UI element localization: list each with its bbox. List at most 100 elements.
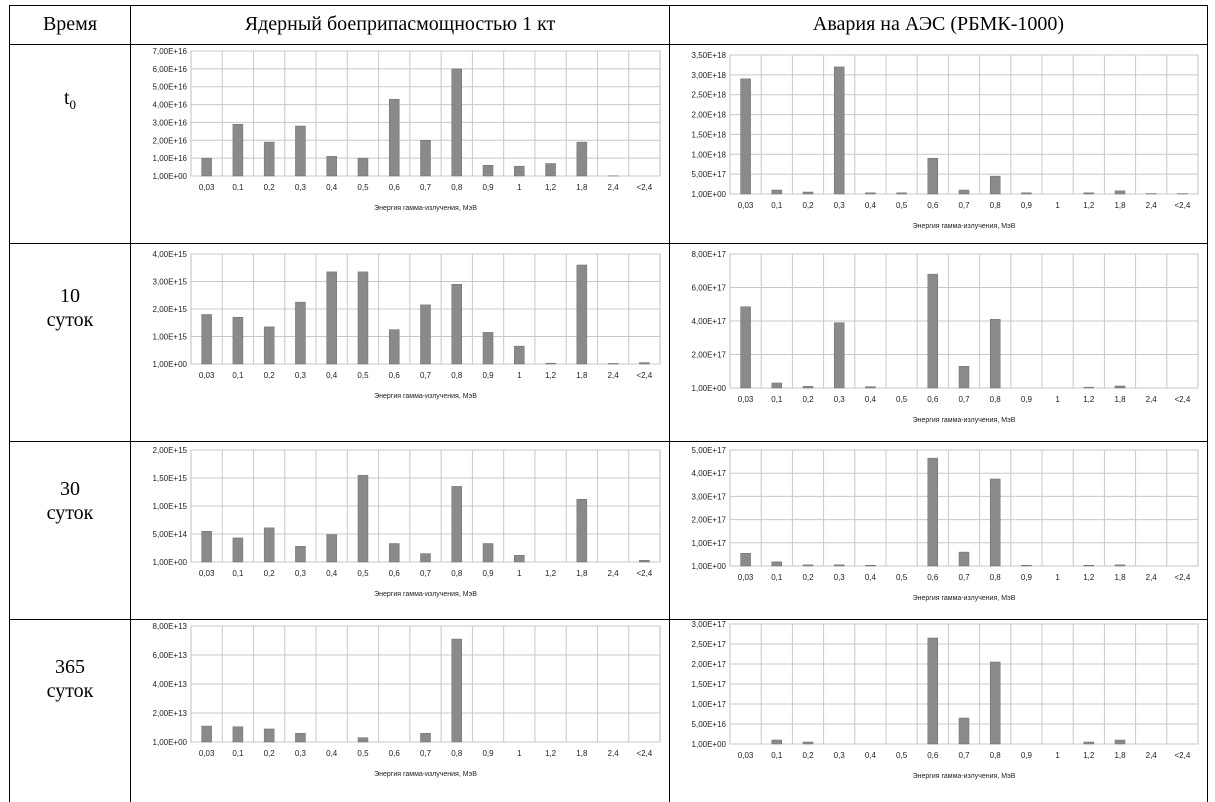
x-axis-title: Энергия гамма-излучения, МэВ (913, 595, 1016, 602)
y-tick-label: 6,00E+16 (153, 65, 188, 74)
x-tick-label: 0,1 (232, 749, 244, 758)
chart-weapon-365-days: 1,00E+00 2,00E+13 4,00E+13 6,00E+13 8,00E+13… (153, 622, 661, 778)
bar (263, 326, 275, 365)
x-tick-label: 0,4 (865, 751, 877, 760)
bar (1083, 192, 1095, 195)
x-tick-label: <2,4 (1175, 573, 1191, 582)
bar (326, 534, 337, 563)
bar (639, 560, 650, 563)
x-tick-label: 1,8 (576, 569, 588, 578)
row-label-t0: t0 (10, 86, 130, 117)
plot-area (729, 449, 1199, 567)
y-tick-label: 8,00E+17 (692, 250, 727, 259)
x-axis-title: Энергия гамма-излучения, МэВ (913, 773, 1016, 780)
bar (927, 457, 939, 567)
y-tick-label: 3,00E+17 (692, 492, 727, 501)
bar (263, 141, 275, 177)
x-tick-label: 2,4 (608, 183, 620, 192)
bar (514, 165, 525, 177)
x-tick-label: 0,2 (802, 395, 814, 404)
x-axis-title: Энергия гамма-излучения, МэВ (374, 393, 477, 400)
x-tick-label: 0,7 (420, 183, 432, 192)
x-tick-label: 0,1 (771, 751, 783, 760)
x-tick-label: 0,03 (199, 749, 215, 758)
x-tick-label: 0,4 (326, 183, 338, 192)
x-tick-label: 0,9 (1021, 201, 1033, 210)
bar (545, 362, 556, 365)
bar (865, 565, 876, 567)
y-tick-label: 4,00E+17 (692, 317, 727, 326)
bar (865, 192, 876, 195)
x-tick-label: 0,5 (357, 371, 369, 380)
bar (896, 192, 907, 195)
x-tick-label: 0,3 (834, 751, 846, 760)
x-tick-label: 0,03 (738, 201, 754, 210)
y-tick-label: 2,00E+17 (692, 660, 727, 669)
bar (201, 157, 212, 177)
x-tick-label: 0,4 (865, 201, 877, 210)
y-tick-label: 1,00E+17 (692, 539, 727, 548)
row-label-365-days: 365 суток (10, 655, 130, 703)
x-tick-label: 0,4 (326, 569, 338, 578)
x-tick-label: 1,2 (545, 749, 557, 758)
x-tick-label: <2,4 (1175, 751, 1191, 760)
bar (740, 552, 751, 567)
x-tick-label: 0,03 (738, 573, 754, 582)
bar (263, 728, 275, 743)
x-tick-label: 0,6 (389, 749, 401, 758)
x-tick-label: 0,9 (482, 183, 494, 192)
y-tick-label: 1,00E+00 (153, 360, 188, 369)
bar (1114, 385, 1126, 389)
y-tick-label: 8,00E+13 (153, 622, 188, 631)
x-tick-label: 0,5 (357, 749, 369, 758)
bar (833, 322, 845, 389)
chart-npp-30-days: 1,00E+00 1,00E+17 2,00E+17 3,00E+17 4,00E+17… (692, 446, 1199, 602)
bar (451, 638, 463, 743)
bar (514, 345, 525, 365)
y-tick-label: 1,00E+17 (692, 700, 727, 709)
x-axis-title: Энергия гамма-излучения, МэВ (374, 205, 477, 212)
y-tick-label: 7,00E+16 (153, 47, 188, 56)
x-tick-label: 0,2 (264, 569, 276, 578)
row-label-10-days: 10 суток (10, 284, 130, 332)
x-tick-label: 0,03 (738, 395, 754, 404)
x-tick-label: 2,4 (1146, 751, 1158, 760)
x-tick-label: 1,2 (1083, 395, 1095, 404)
y-tick-label: 3,00E+15 (153, 278, 188, 287)
y-tick-label: 1,00E+18 (692, 150, 727, 159)
row-label-number: 365 (55, 656, 85, 678)
bar (1114, 739, 1126, 745)
y-tick-label: 5,00E+17 (692, 446, 727, 455)
y-tick-label: 2,50E+17 (692, 640, 727, 649)
y-tick-label: 1,50E+18 (692, 130, 727, 139)
x-tick-label: 0,1 (771, 201, 783, 210)
bar (482, 165, 494, 177)
x-tick-label: 0,9 (482, 749, 494, 758)
y-tick-label: 4,00E+16 (153, 101, 188, 110)
y-tick-label: 5,00E+16 (692, 720, 727, 729)
row-label-unit: суток (46, 502, 94, 524)
x-tick-label: <2,4 (636, 749, 652, 758)
x-tick-label: 0,8 (990, 751, 1002, 760)
bar (1083, 741, 1095, 745)
bar (989, 175, 1001, 195)
x-tick-label: 0,4 (326, 749, 338, 758)
bar (451, 68, 463, 177)
x-tick-label: 0,7 (958, 395, 970, 404)
chart-weapon-30-days: 1,00E+00 5,00E+14 1,00E+15 1,50E+15 2,00E+15… (153, 446, 661, 598)
x-tick-label: 0,9 (482, 371, 494, 380)
bar (1114, 564, 1126, 567)
x-tick-label: 0,8 (451, 183, 463, 192)
bar (357, 271, 369, 365)
x-tick-label: 0,03 (199, 371, 215, 380)
x-tick-label: 0,3 (295, 569, 307, 578)
bar (326, 271, 337, 365)
bar (771, 382, 783, 389)
y-tick-label: 5,00E+17 (692, 170, 727, 179)
x-tick-label: 0,8 (990, 573, 1002, 582)
y-tick-label: 2,00E+15 (153, 305, 188, 314)
x-tick-label: 0,4 (865, 573, 877, 582)
bar (802, 741, 814, 745)
x-tick-label: 0,03 (199, 569, 215, 578)
